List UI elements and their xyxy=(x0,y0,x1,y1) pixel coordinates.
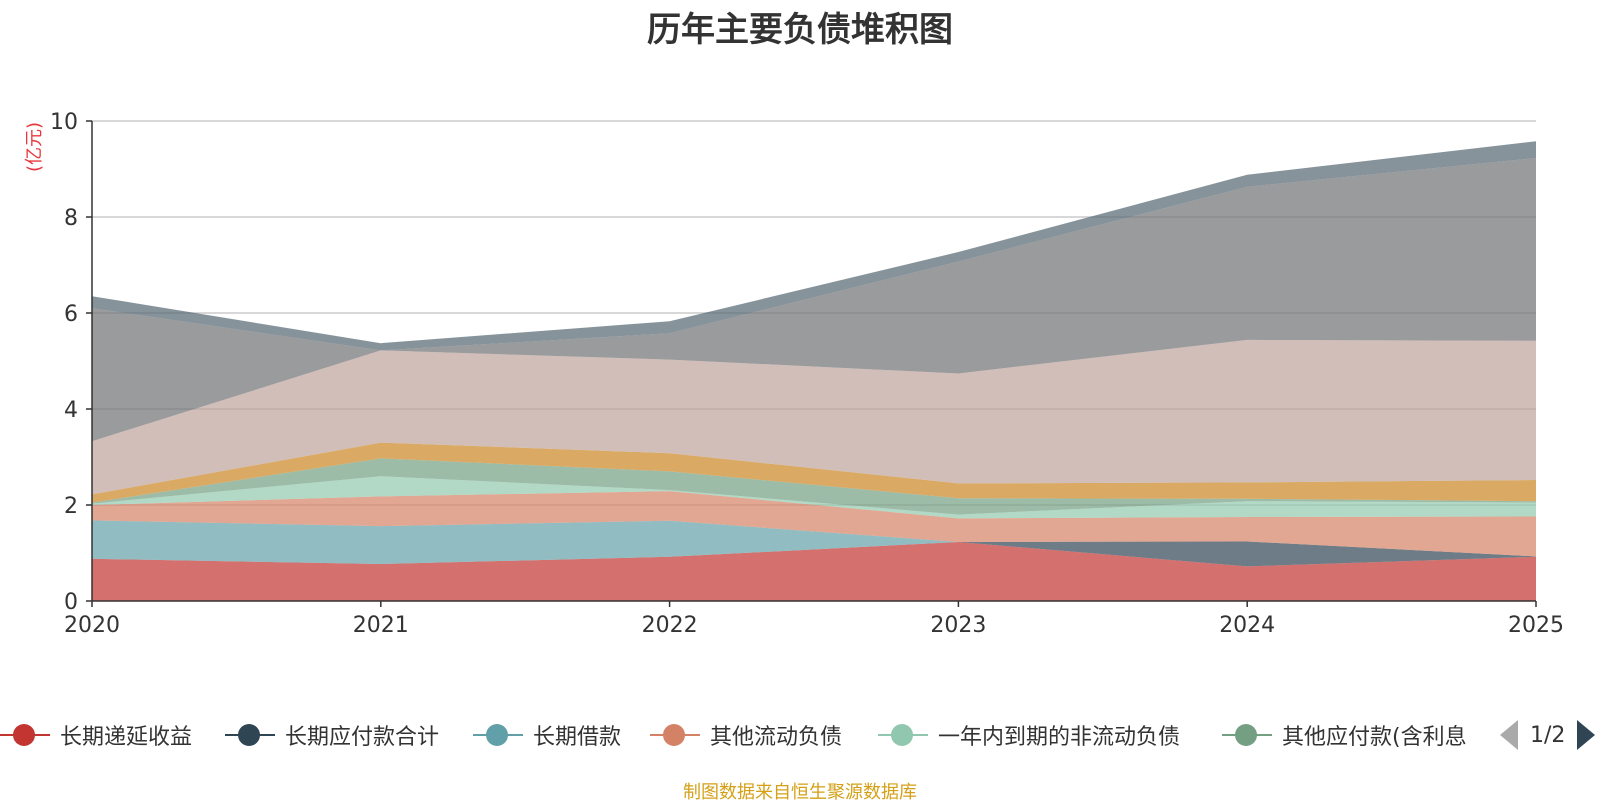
data-source-note: 制图数据来自恒生聚源数据库 xyxy=(683,782,917,803)
stacked-area-chart: 0 2 4 6 8 10 2020 2021 2022 2023 2024 2025 xyxy=(50,110,1564,638)
legend-label: 长期应付款合计 xyxy=(285,725,440,750)
x-tick-label: 2022 xyxy=(642,613,698,638)
area-series-1 xyxy=(92,542,1536,601)
area-series-3 xyxy=(92,520,1536,564)
area-series xyxy=(92,141,1536,601)
legend-label: 一年内到期的非流动负债 xyxy=(938,725,1181,750)
legend-marker-icon xyxy=(1222,720,1272,750)
y-tick-label: 0 xyxy=(64,590,78,615)
legend-item[interactable]: 长期借款 xyxy=(473,715,621,755)
legend-marker-dot xyxy=(1235,724,1257,746)
y-tick-label: 2 xyxy=(64,494,78,519)
legend-marker-dot xyxy=(13,724,35,746)
x-tick-label: 2024 xyxy=(1219,613,1275,638)
legend-next-page-icon[interactable] xyxy=(1577,720,1596,750)
legend-marker-icon xyxy=(473,720,523,750)
y-tick-label: 8 xyxy=(64,206,78,231)
legend-marker-icon xyxy=(225,720,275,750)
legend: 长期递延收益 长期应付款合计 长期借款 其他流动负债 一年内到期的非流动负债 其他应付款(… xyxy=(0,715,1600,755)
legend-label: 其他应付款(含利息 xyxy=(1282,725,1467,750)
area-series-7 xyxy=(92,442,1536,503)
area-series-9 xyxy=(92,158,1536,442)
area-series-4 xyxy=(92,491,1536,557)
legend-pager: 1/2 xyxy=(1500,718,1596,752)
legend-label: 长期递延收益 xyxy=(60,725,193,750)
area-series-8 xyxy=(92,339,1536,495)
legend-item[interactable]: 长期应付款合计 xyxy=(225,715,439,755)
legend-item[interactable]: 长期递延收益 xyxy=(0,715,192,755)
legend-prev-page-icon[interactable] xyxy=(1500,720,1518,750)
x-tick-label: 2021 xyxy=(353,613,409,638)
y-tick-label: 4 xyxy=(64,398,78,423)
legend-marker-dot xyxy=(238,724,260,746)
legend-marker-dot xyxy=(891,724,913,746)
x-tick-label: 2025 xyxy=(1508,613,1564,638)
chart-title: 历年主要负债堆积图 xyxy=(647,10,953,50)
y-tick-label: 6 xyxy=(64,302,78,327)
legend-label: 其他流动负债 xyxy=(710,725,843,750)
legend-marker-icon xyxy=(650,720,700,750)
area-series-6 xyxy=(92,458,1536,515)
legend-marker-icon xyxy=(878,720,928,750)
area-series-2 xyxy=(92,541,1536,567)
legend-marker-dot xyxy=(486,724,508,746)
legend-marker-dot xyxy=(663,724,685,746)
area-series-10 xyxy=(92,141,1536,351)
y-tick-label: 10 xyxy=(50,110,78,135)
legend-page-indicator: 1/2 xyxy=(1530,722,1566,748)
legend-item[interactable]: 其他应付款(含利息 xyxy=(1222,715,1467,755)
x-tick-label: 2020 xyxy=(64,613,120,638)
area-series-5 xyxy=(92,476,1536,519)
x-tick-label: 2023 xyxy=(930,613,986,638)
legend-item[interactable]: 其他流动负债 xyxy=(650,715,842,755)
legend-label: 长期借款 xyxy=(533,725,622,750)
legend-marker-icon xyxy=(0,720,50,750)
legend-item[interactable]: 一年内到期的非流动负债 xyxy=(878,715,1180,755)
axes: 0 2 4 6 8 10 2020 2021 2022 2023 2024 2025 xyxy=(50,110,1564,638)
